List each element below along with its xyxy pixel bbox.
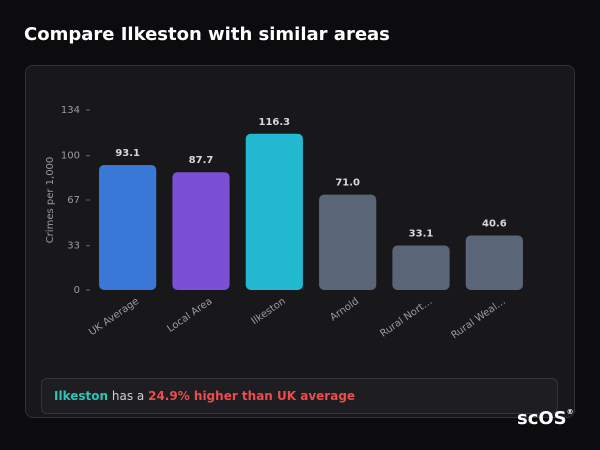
value-label: 33.1 [409,229,434,240]
page-title: Compare Ilkeston with similar areas [24,24,390,45]
value-label: 71.0 [335,178,360,189]
bar [245,133,303,290]
x-tick-label: Ilkeston [250,296,288,327]
value-label: 40.6 [482,218,507,229]
bar [392,245,450,290]
summary-area: Ilkeston [54,389,109,403]
x-tick-label: Local Area [165,296,214,335]
value-label: 116.3 [259,117,291,128]
summary: Ilkeston has a 24.9% higher than UK aver… [41,378,558,414]
y-axis-label: Crimes per 1,000 [45,157,56,244]
y-tick-label: 67 [67,195,80,206]
logo: scOS® [517,408,574,429]
value-label: 87.7 [189,155,214,166]
summary-highlight: 24.9% higher than UK average [148,389,356,403]
y-tick-label: 100 [61,151,80,162]
x-tick-label: Rural Nort… [378,296,434,340]
bar [319,194,377,290]
bar [465,235,523,290]
x-tick-label: Arnold [328,296,361,324]
y-tick-label: 33 [67,241,80,252]
x-tick-label: UK Average [87,296,141,338]
bar [99,164,157,290]
y-tick-label: 0 [74,285,80,296]
value-label: 93.1 [115,148,140,159]
bar [172,172,230,290]
summary-text: has a [111,389,145,403]
logo-text: scOS [517,408,567,429]
x-tick-label: Rural Weal… [450,296,508,341]
y-tick-label: 134 [61,105,80,116]
